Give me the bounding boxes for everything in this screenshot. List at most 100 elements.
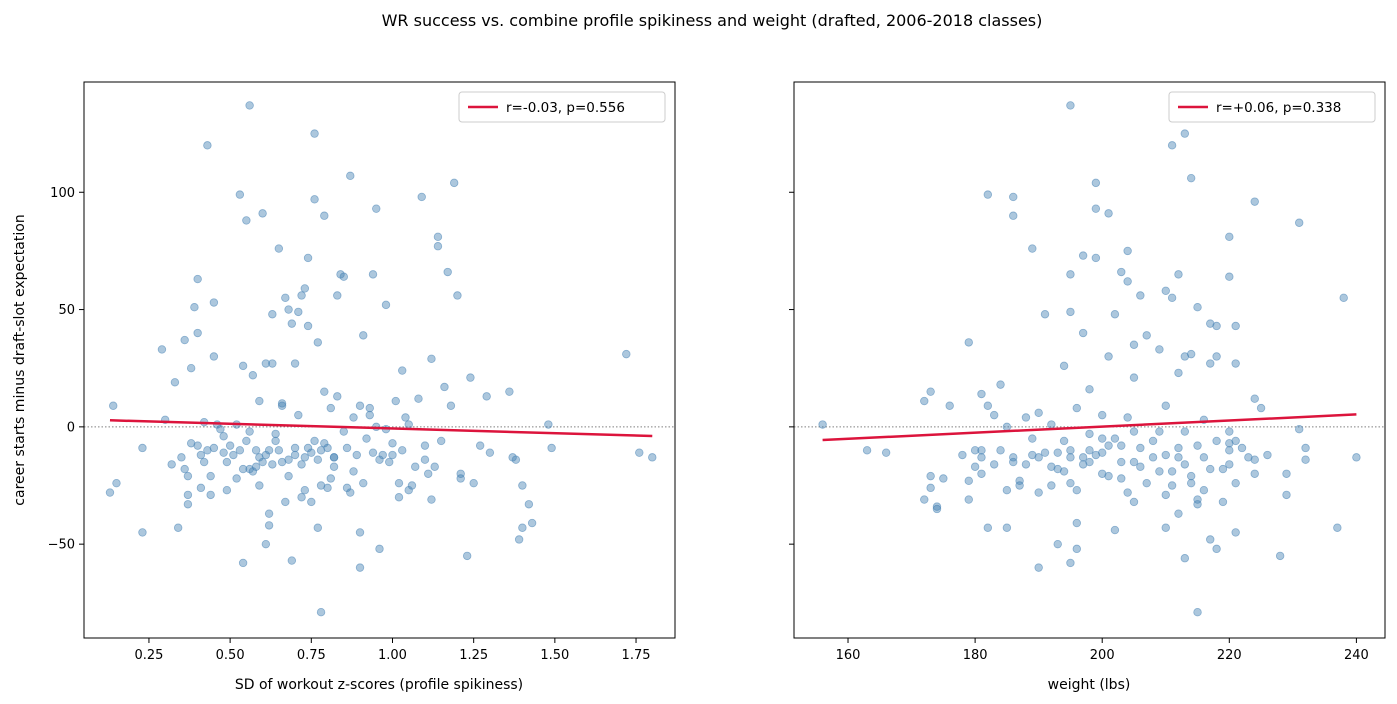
left-scatter-point bbox=[433, 232, 443, 242]
left-scatter-point bbox=[255, 396, 264, 406]
left-scatter-point bbox=[206, 471, 215, 481]
left-scatter-point bbox=[394, 493, 404, 502]
left-scatter-point bbox=[290, 443, 300, 453]
right-scatter-point bbox=[1034, 488, 1043, 497]
left-scatter-point bbox=[339, 427, 348, 436]
right-scatter-point bbox=[1123, 277, 1132, 286]
right-scatter-point bbox=[862, 446, 872, 455]
left-scatter-point bbox=[320, 387, 329, 396]
left-scatter-point bbox=[346, 171, 355, 181]
left-scatter-point bbox=[349, 467, 358, 476]
right-scatter-point bbox=[1047, 462, 1056, 471]
right-scatter-point bbox=[1295, 218, 1304, 227]
left-scatter-point bbox=[307, 448, 316, 457]
left-scatter-point bbox=[449, 178, 459, 188]
right-scatter-point bbox=[970, 462, 980, 471]
left-y-tick-label: 100 bbox=[50, 186, 75, 201]
left-scatter-point bbox=[427, 354, 436, 364]
right-scatter-point bbox=[1225, 439, 1234, 448]
right-scatter-point bbox=[1339, 293, 1348, 303]
right-scatter-point bbox=[1231, 359, 1240, 368]
right-scatter-point bbox=[1155, 427, 1164, 436]
right-scatter-point bbox=[1066, 446, 1075, 455]
right-scatter-point bbox=[1199, 486, 1209, 495]
left-scatter-point bbox=[173, 523, 183, 532]
right-scatter-point bbox=[964, 476, 973, 486]
right-scatter-point bbox=[1091, 253, 1101, 263]
left-scatter-point bbox=[258, 457, 267, 467]
right-scatter-point bbox=[1009, 457, 1018, 467]
right-scatter-point bbox=[1142, 478, 1151, 488]
left-scatter-point bbox=[186, 439, 196, 448]
left-scatter-point bbox=[385, 457, 394, 467]
left-scatter-point bbox=[284, 305, 293, 314]
right-scatter-point bbox=[1180, 427, 1190, 436]
right-scatter-point bbox=[1180, 460, 1190, 469]
left-scatter-point bbox=[261, 539, 271, 549]
left-scatter-point bbox=[281, 293, 290, 303]
right-x-tick-label: 160 bbox=[836, 648, 861, 663]
right-scatter-point bbox=[1072, 544, 1081, 554]
left-scatter-point bbox=[329, 462, 339, 471]
right-scatter-point bbox=[1066, 558, 1075, 568]
left-scatter-point bbox=[183, 500, 193, 509]
right-scatter-point bbox=[1129, 340, 1139, 349]
right-scatter-point bbox=[1186, 478, 1196, 488]
right-scatter-point bbox=[1282, 490, 1291, 500]
left-scatter-point bbox=[303, 321, 313, 331]
right-scatter-point bbox=[1047, 420, 1056, 429]
right-scatter-point bbox=[1225, 460, 1234, 469]
right-scatter-point bbox=[1091, 450, 1101, 460]
left-scatter-point bbox=[475, 441, 485, 450]
left-scatter-point bbox=[372, 204, 381, 213]
right-scatter-point bbox=[1066, 478, 1075, 488]
right-scatter-point bbox=[1078, 251, 1088, 260]
left-scatter-point bbox=[440, 382, 449, 392]
right-scatter-point bbox=[1186, 173, 1196, 183]
left-scatter-point bbox=[248, 371, 258, 380]
right-scatter-point bbox=[1117, 267, 1126, 277]
left-scatter-point bbox=[183, 471, 193, 481]
left-scatter-point bbox=[209, 298, 219, 307]
left-scatter-point bbox=[261, 359, 271, 368]
left-scatter-point bbox=[469, 478, 478, 488]
left-scatter-point bbox=[622, 349, 631, 359]
left-scatter-point bbox=[219, 448, 228, 457]
left-scatter-point bbox=[238, 361, 248, 371]
left-scatter-point bbox=[310, 195, 319, 204]
right-scatter-point bbox=[1009, 192, 1018, 202]
left-scatter-point bbox=[635, 448, 644, 457]
y-axis-label: career starts minus draft-slot expectati… bbox=[12, 214, 28, 505]
right-scatter-point bbox=[1250, 394, 1259, 403]
right-scatter-point bbox=[1078, 453, 1088, 462]
left-scatter-point bbox=[339, 272, 348, 281]
left-scatter-point bbox=[514, 535, 524, 544]
left-scatter-point bbox=[138, 443, 147, 453]
right-scatter-point bbox=[1206, 359, 1215, 368]
right-scatter-point bbox=[1066, 453, 1075, 462]
left-scatter-point bbox=[420, 441, 430, 450]
right-scatter-point bbox=[1123, 488, 1132, 497]
right-scatter-point bbox=[1193, 495, 1202, 504]
left-scatter-point bbox=[456, 474, 465, 483]
chart-title: WR success vs. combine profile spikiness… bbox=[382, 11, 1043, 30]
left-scatter-point bbox=[359, 478, 368, 488]
left-scatter-point bbox=[404, 420, 413, 429]
left-scatter-point bbox=[316, 607, 326, 617]
left-scatter-point bbox=[245, 101, 254, 110]
right-scatter-point bbox=[1256, 403, 1266, 413]
right-scatter-point bbox=[1129, 427, 1139, 436]
left-x-tick-label: 0.50 bbox=[216, 648, 245, 663]
left-scatter-point bbox=[297, 460, 306, 469]
right-scatter-point bbox=[1091, 204, 1101, 213]
left-scatter-point bbox=[274, 244, 284, 253]
left-scatter-point bbox=[342, 443, 352, 453]
left-scatter-point bbox=[316, 481, 326, 490]
left-scatter-point bbox=[391, 396, 400, 406]
right-scatter-point bbox=[1034, 453, 1043, 462]
left-scatter-point bbox=[216, 425, 225, 434]
right-scatter-point bbox=[983, 523, 993, 532]
left-scatter-point bbox=[303, 443, 313, 453]
left-scatter-point bbox=[277, 401, 287, 410]
left-scatter-point bbox=[297, 291, 306, 300]
